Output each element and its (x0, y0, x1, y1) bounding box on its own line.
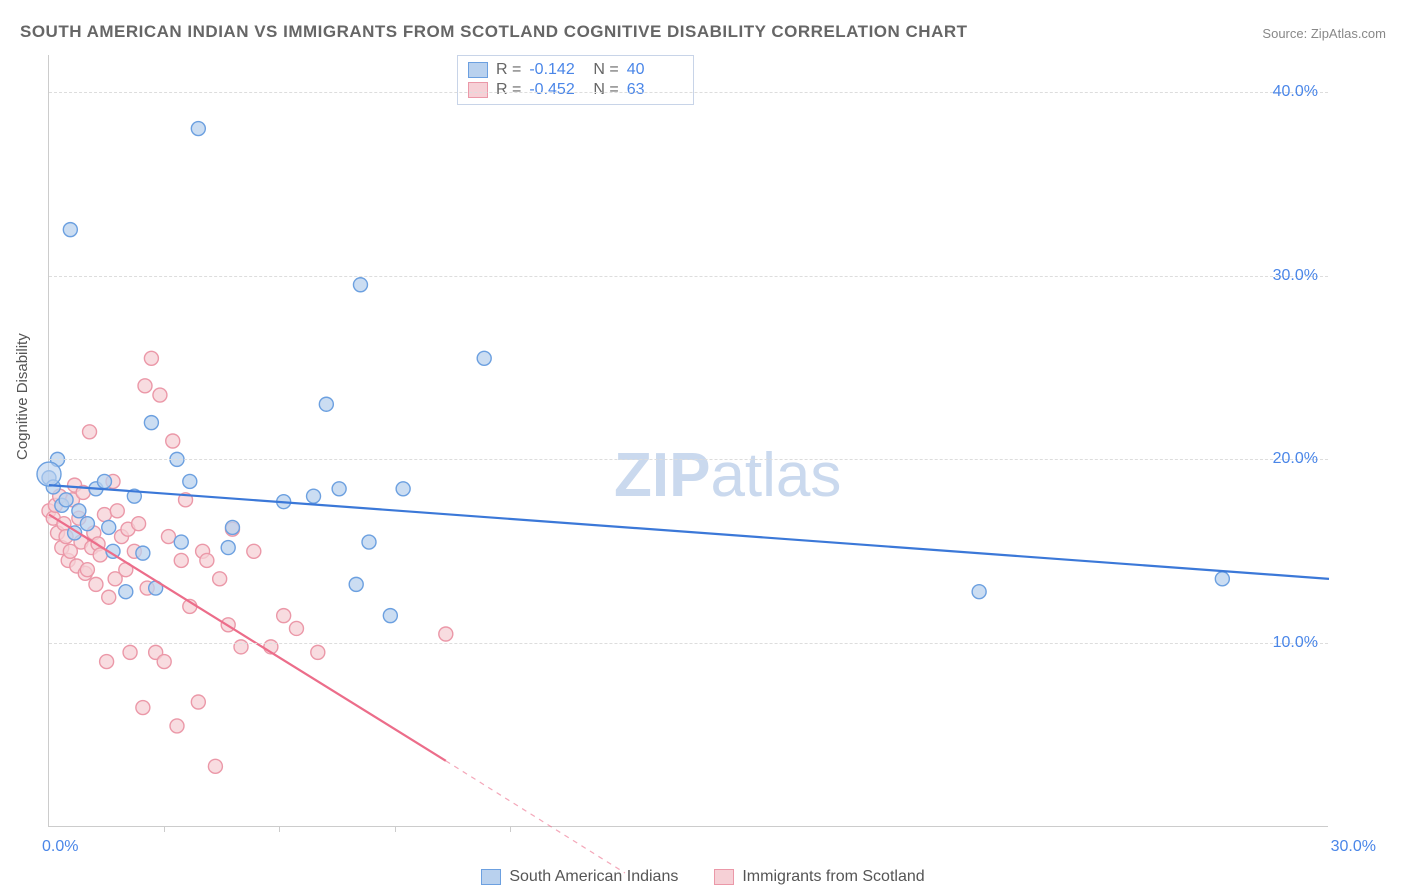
xtick-mark (395, 826, 396, 832)
xtick-0: 0.0% (42, 838, 78, 856)
legend-item-0: South American Indians (481, 868, 678, 886)
legend-label-1: Immigrants from Scotland (742, 868, 924, 886)
ytick-label: 40.0% (1273, 83, 1318, 101)
y-axis-label: Cognitive Disability (14, 333, 31, 460)
xtick-1: 30.0% (1331, 838, 1376, 856)
plot-area: ZIPatlas R = -0.142 N = 40 R = -0.452 N … (48, 55, 1328, 827)
source-link[interactable]: ZipAtlas.com (1311, 26, 1386, 41)
legend-swatch-0 (481, 869, 501, 885)
legend-label-0: South American Indians (509, 868, 678, 886)
chart-title: SOUTH AMERICAN INDIAN VS IMMIGRANTS FROM… (20, 22, 968, 42)
xtick-mark (164, 826, 165, 832)
ytick-label: 20.0% (1273, 450, 1318, 468)
gridline (49, 276, 1328, 277)
legend-swatch-1 (714, 869, 734, 885)
legend: South American Indians Immigrants from S… (0, 868, 1406, 886)
xtick-mark (279, 826, 280, 832)
chart-svg (49, 55, 1328, 826)
ytick-label: 30.0% (1273, 267, 1318, 285)
gridline (49, 643, 1328, 644)
legend-item-1: Immigrants from Scotland (714, 868, 924, 886)
gridline (49, 459, 1328, 460)
source-credit: Source: ZipAtlas.com (1262, 26, 1386, 41)
xtick-mark (510, 826, 511, 832)
gridline (49, 92, 1328, 93)
source-label: Source: (1262, 26, 1307, 41)
ytick-label: 10.0% (1273, 634, 1318, 652)
